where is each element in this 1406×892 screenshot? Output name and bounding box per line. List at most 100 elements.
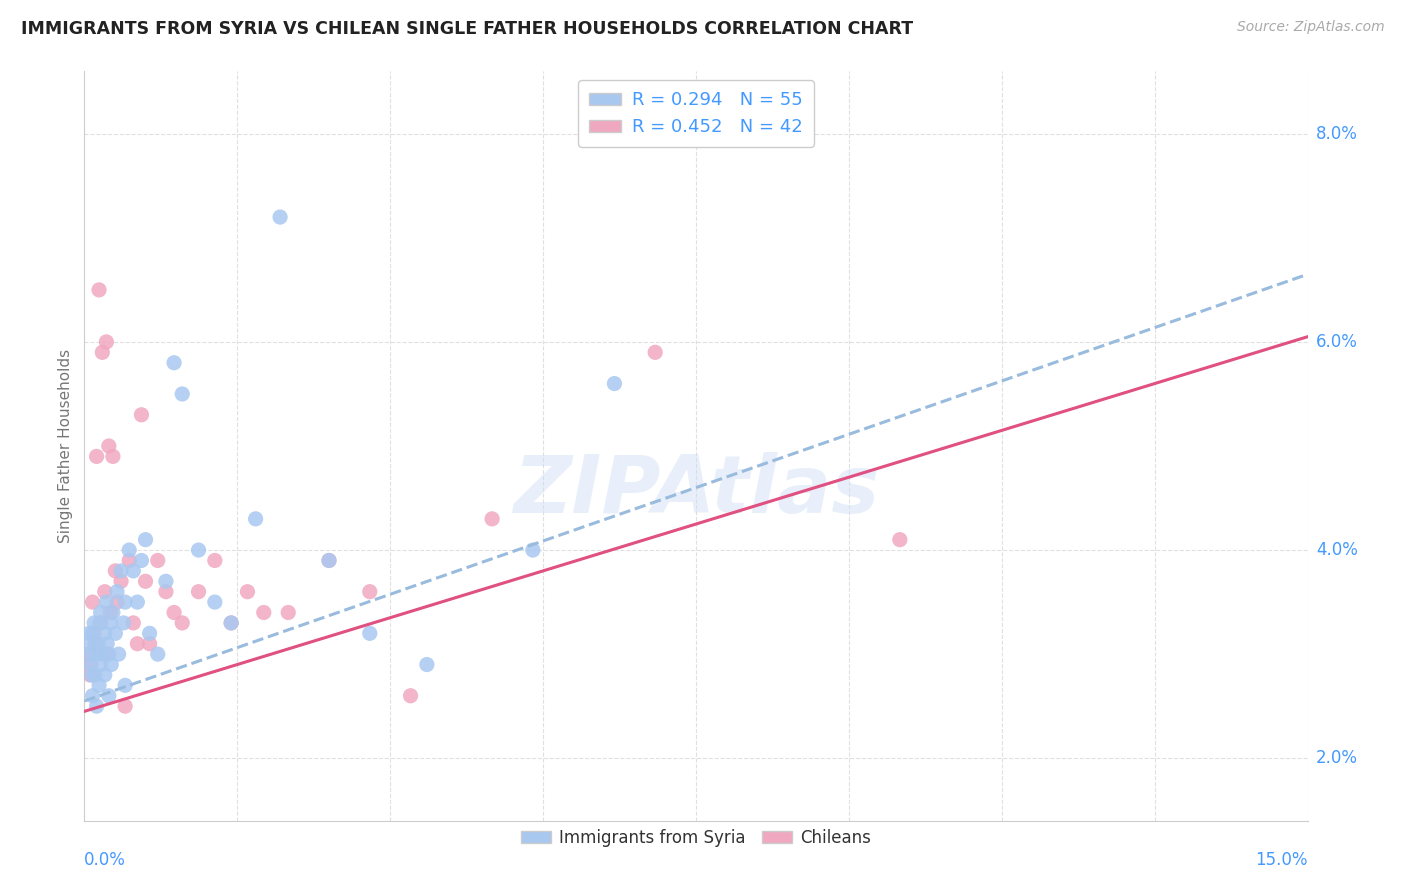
Point	[122, 615, 145, 630]
Point	[138, 626, 160, 640]
Point	[90, 657, 112, 672]
Point	[77, 626, 100, 640]
Point	[79, 668, 101, 682]
Point	[114, 595, 136, 609]
Point	[82, 626, 104, 640]
Point	[83, 615, 105, 630]
Point	[359, 584, 381, 599]
Point	[253, 606, 276, 620]
Point	[80, 668, 103, 682]
Text: 6.0%: 6.0%	[1316, 333, 1358, 351]
Point	[90, 615, 112, 630]
Point	[163, 606, 186, 620]
Point	[114, 678, 136, 692]
Point	[93, 626, 115, 640]
Point	[318, 553, 340, 567]
Point	[114, 699, 136, 714]
Point	[100, 657, 122, 672]
Point	[91, 834, 114, 848]
Point	[644, 345, 666, 359]
Text: IMMIGRANTS FROM SYRIA VS CHILEAN SINGLE FATHER HOUSEHOLDS CORRELATION CHART: IMMIGRANTS FROM SYRIA VS CHILEAN SINGLE …	[21, 20, 914, 37]
Point	[97, 689, 120, 703]
Point	[110, 564, 132, 578]
Point	[269, 210, 291, 224]
Point	[79, 657, 101, 672]
Point	[105, 584, 128, 599]
Point	[187, 584, 209, 599]
Point	[118, 543, 141, 558]
Text: 4.0%: 4.0%	[1316, 541, 1358, 559]
Point	[91, 647, 114, 661]
Point	[77, 647, 100, 661]
Point	[172, 387, 194, 401]
Point	[127, 595, 149, 609]
Point	[104, 564, 127, 578]
Point	[97, 439, 120, 453]
Point	[93, 668, 115, 682]
Point	[86, 450, 108, 464]
Point	[87, 678, 110, 692]
Point	[82, 689, 104, 703]
Point	[245, 512, 267, 526]
Y-axis label: Single Father Households: Single Father Households	[58, 349, 73, 543]
Point	[93, 584, 115, 599]
Point	[112, 615, 135, 630]
Point	[889, 533, 911, 547]
Point	[110, 574, 132, 589]
Point	[146, 553, 169, 567]
Point	[80, 647, 103, 661]
Point	[146, 647, 169, 661]
Point	[91, 345, 114, 359]
Point	[318, 553, 340, 567]
Point	[101, 450, 124, 464]
Point	[97, 647, 120, 661]
Point	[107, 647, 129, 661]
Point	[122, 564, 145, 578]
Point	[236, 584, 259, 599]
Point	[96, 647, 118, 661]
Text: 8.0%: 8.0%	[1316, 125, 1358, 143]
Point	[603, 376, 626, 391]
Point	[219, 615, 242, 630]
Point	[481, 512, 503, 526]
Point	[359, 626, 381, 640]
Text: ZIPAtlas: ZIPAtlas	[513, 452, 879, 530]
Text: 15.0%: 15.0%	[1256, 851, 1308, 869]
Point	[89, 615, 111, 630]
Text: 0.0%: 0.0%	[84, 851, 127, 869]
Point	[86, 647, 108, 661]
Point	[90, 606, 112, 620]
Point	[100, 615, 122, 630]
Point	[135, 533, 157, 547]
Point	[96, 595, 118, 609]
Point	[84, 668, 107, 682]
Point	[155, 574, 177, 589]
Legend: Immigrants from Syria, Chileans: Immigrants from Syria, Chileans	[515, 822, 877, 854]
Point	[87, 637, 110, 651]
Point	[155, 584, 177, 599]
Point	[96, 637, 118, 651]
Point	[131, 553, 153, 567]
Point	[163, 356, 186, 370]
Point	[82, 595, 104, 609]
Point	[86, 699, 108, 714]
Point	[522, 543, 544, 558]
Text: 2.0%: 2.0%	[1316, 749, 1358, 767]
Point	[80, 657, 103, 672]
Point	[104, 626, 127, 640]
Point	[100, 606, 122, 620]
Point	[204, 595, 226, 609]
Point	[118, 553, 141, 567]
Text: Source: ZipAtlas.com: Source: ZipAtlas.com	[1237, 20, 1385, 34]
Point	[101, 606, 124, 620]
Point	[416, 657, 439, 672]
Point	[84, 637, 107, 651]
Point	[135, 574, 157, 589]
Point	[127, 637, 149, 651]
Point	[83, 626, 105, 640]
Point	[187, 543, 209, 558]
Point	[219, 615, 242, 630]
Point	[277, 606, 299, 620]
Point	[204, 553, 226, 567]
Point	[96, 334, 118, 349]
